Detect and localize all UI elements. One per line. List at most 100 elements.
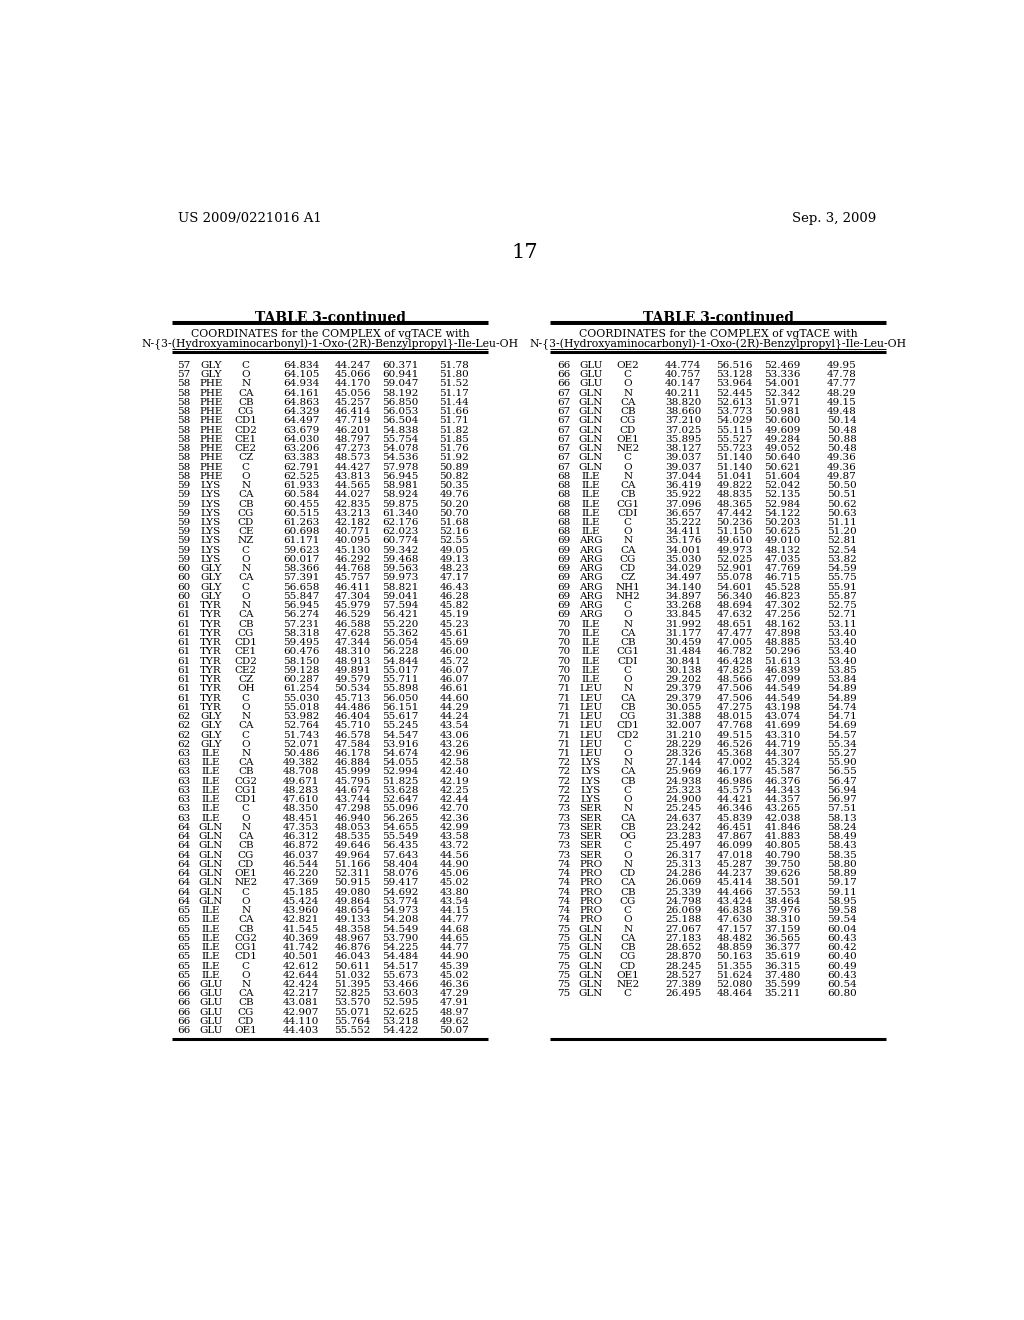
Text: 44.90: 44.90 xyxy=(439,859,469,869)
Text: PRO: PRO xyxy=(579,887,602,896)
Text: 47.344: 47.344 xyxy=(334,638,371,647)
Text: 42.424: 42.424 xyxy=(283,979,319,989)
Text: 55.711: 55.711 xyxy=(382,675,419,684)
Text: 46.823: 46.823 xyxy=(764,591,801,601)
Text: 40.147: 40.147 xyxy=(666,379,701,388)
Text: 47.275: 47.275 xyxy=(716,702,753,711)
Text: GLN: GLN xyxy=(199,887,223,896)
Text: 54.055: 54.055 xyxy=(382,758,419,767)
Text: 51.166: 51.166 xyxy=(334,859,371,869)
Text: N-{3-(Hydroxyaminocarbonyl)-1-Oxo-(2R)-Benzylpropyl}-Ile-Leu-OH: N-{3-(Hydroxyaminocarbonyl)-1-Oxo-(2R)-B… xyxy=(141,339,519,350)
Text: 48.132: 48.132 xyxy=(764,545,801,554)
Text: 54.692: 54.692 xyxy=(382,887,419,896)
Text: O: O xyxy=(624,610,632,619)
Text: 58.95: 58.95 xyxy=(826,896,856,906)
Text: O: O xyxy=(624,915,632,924)
Text: 44.549: 44.549 xyxy=(764,693,801,702)
Text: 67: 67 xyxy=(557,416,570,425)
Text: 68: 68 xyxy=(557,508,570,517)
Text: 61: 61 xyxy=(177,684,190,693)
Text: 64.834: 64.834 xyxy=(283,360,319,370)
Text: CB: CB xyxy=(238,397,254,407)
Text: 54.674: 54.674 xyxy=(382,748,419,758)
Text: 47.018: 47.018 xyxy=(716,850,753,859)
Text: 51.11: 51.11 xyxy=(826,517,856,527)
Text: 63: 63 xyxy=(177,795,190,804)
Text: 45.02: 45.02 xyxy=(439,970,469,979)
Text: N-{3-(Hydroxyaminocarbonyl)-1-Oxo-(2R)-Benzylpropyl}-Ile-Leu-OH: N-{3-(Hydroxyaminocarbonyl)-1-Oxo-(2R)-B… xyxy=(529,339,906,350)
Text: CA: CA xyxy=(621,397,636,407)
Text: 51.76: 51.76 xyxy=(439,444,469,453)
Text: NE2: NE2 xyxy=(616,444,640,453)
Text: 57.594: 57.594 xyxy=(382,601,419,610)
Text: 50.915: 50.915 xyxy=(334,878,371,887)
Text: PRO: PRO xyxy=(579,878,602,887)
Text: 53.82: 53.82 xyxy=(826,554,856,564)
Text: ILE: ILE xyxy=(202,906,220,915)
Text: 45.999: 45.999 xyxy=(334,767,371,776)
Text: N: N xyxy=(242,748,250,758)
Text: LYS: LYS xyxy=(201,545,221,554)
Text: GLY: GLY xyxy=(200,739,221,748)
Text: 61: 61 xyxy=(177,675,190,684)
Text: CG2: CG2 xyxy=(234,776,257,785)
Text: 51.68: 51.68 xyxy=(439,517,469,527)
Text: 60.49: 60.49 xyxy=(826,961,856,970)
Text: 56.850: 56.850 xyxy=(382,397,419,407)
Text: 51.825: 51.825 xyxy=(382,776,419,785)
Text: 46.414: 46.414 xyxy=(334,407,371,416)
Text: 71: 71 xyxy=(557,711,570,721)
Text: 37.553: 37.553 xyxy=(764,887,801,896)
Text: 54.547: 54.547 xyxy=(382,730,419,739)
Text: 61: 61 xyxy=(177,638,190,647)
Text: 63.383: 63.383 xyxy=(283,453,319,462)
Text: CB: CB xyxy=(621,942,636,952)
Text: COORDINATES for the COMPLEX of vgTACE with: COORDINATES for the COMPLEX of vgTACE wi… xyxy=(190,329,470,338)
Text: 71: 71 xyxy=(557,739,570,748)
Text: 58.13: 58.13 xyxy=(826,813,856,822)
Text: 49.36: 49.36 xyxy=(826,462,856,471)
Text: PRO: PRO xyxy=(579,915,602,924)
Text: 44.774: 44.774 xyxy=(666,360,701,370)
Text: 69: 69 xyxy=(557,582,570,591)
Text: 51.140: 51.140 xyxy=(716,462,753,471)
Text: 45.06: 45.06 xyxy=(439,869,469,878)
Text: O: O xyxy=(242,739,250,748)
Text: 45.185: 45.185 xyxy=(283,887,319,896)
Text: 43.310: 43.310 xyxy=(764,730,801,739)
Text: 36.377: 36.377 xyxy=(764,942,801,952)
Text: 42.644: 42.644 xyxy=(283,970,319,979)
Text: 41.883: 41.883 xyxy=(764,832,801,841)
Text: NE2: NE2 xyxy=(234,878,257,887)
Text: 74: 74 xyxy=(557,896,570,906)
Text: PHE: PHE xyxy=(200,425,222,434)
Text: 36.419: 36.419 xyxy=(666,480,701,490)
Text: 48.451: 48.451 xyxy=(283,813,319,822)
Text: 29.202: 29.202 xyxy=(666,675,701,684)
Text: 44.427: 44.427 xyxy=(334,462,371,471)
Text: 62: 62 xyxy=(177,711,190,721)
Text: 46.715: 46.715 xyxy=(764,573,801,582)
Text: 54.078: 54.078 xyxy=(382,444,419,453)
Text: 53.218: 53.218 xyxy=(382,1016,419,1026)
Text: 53.916: 53.916 xyxy=(382,739,419,748)
Text: 55.220: 55.220 xyxy=(382,619,419,628)
Text: GLY: GLY xyxy=(200,573,221,582)
Text: LYS: LYS xyxy=(201,480,221,490)
Text: CD1: CD1 xyxy=(234,638,257,647)
Text: 72: 72 xyxy=(557,785,570,795)
Text: 70: 70 xyxy=(557,665,570,675)
Text: 67: 67 xyxy=(557,453,570,462)
Text: 51.355: 51.355 xyxy=(716,961,753,970)
Text: CB: CB xyxy=(621,776,636,785)
Text: CB: CB xyxy=(621,490,636,499)
Text: 56.504: 56.504 xyxy=(382,416,419,425)
Text: 35.619: 35.619 xyxy=(764,952,801,961)
Text: ILE: ILE xyxy=(582,508,600,517)
Text: 46.099: 46.099 xyxy=(716,841,753,850)
Text: 55.078: 55.078 xyxy=(716,573,753,582)
Text: 51.150: 51.150 xyxy=(716,527,753,536)
Text: ILE: ILE xyxy=(582,517,600,527)
Text: 69: 69 xyxy=(557,591,570,601)
Text: 46.940: 46.940 xyxy=(334,813,371,822)
